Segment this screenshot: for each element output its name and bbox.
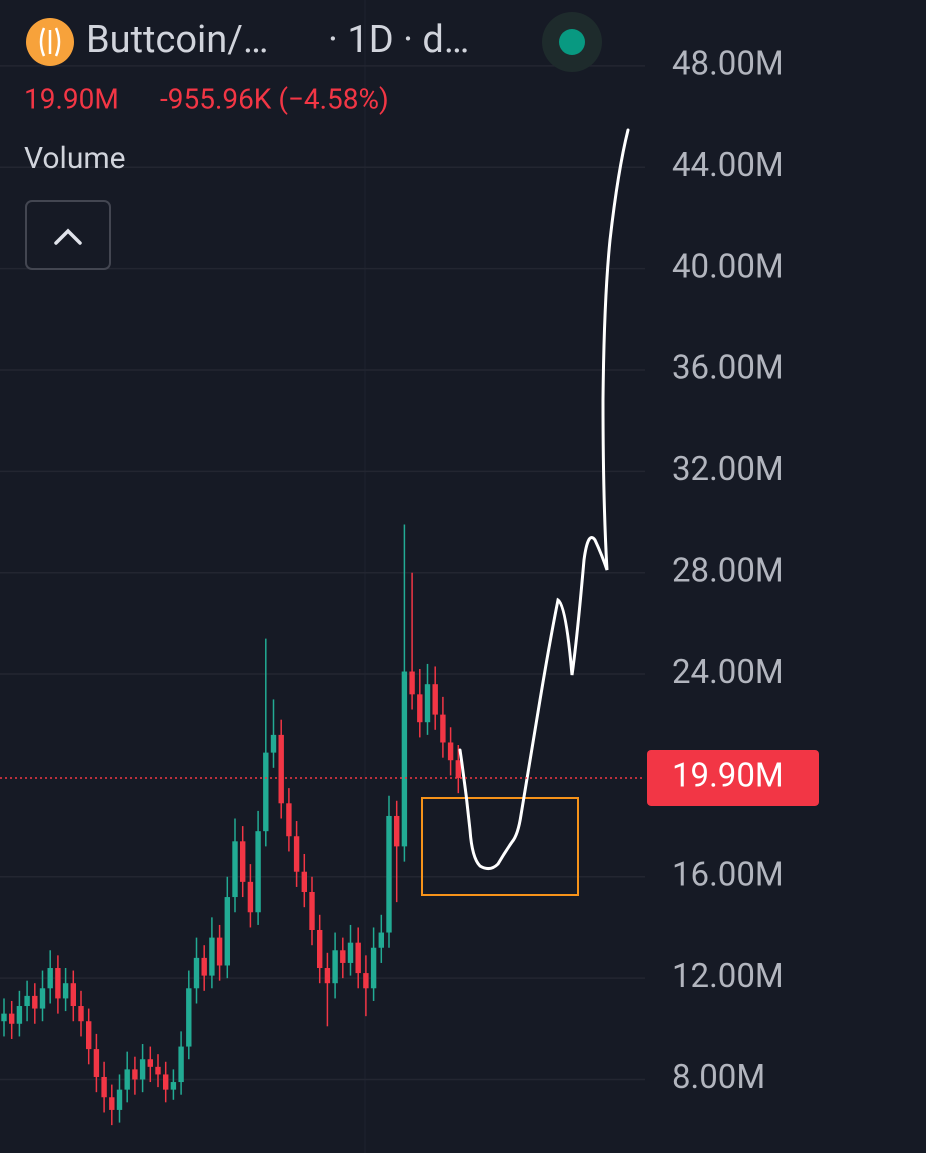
candle-body	[270, 734, 277, 753]
y-tick-label: 44.00M	[672, 146, 784, 185]
y-tick-label: 28.00M	[672, 551, 784, 590]
candle-body	[116, 1089, 123, 1110]
candle-body	[278, 734, 284, 804]
candle-body	[301, 871, 307, 892]
candle-body	[332, 950, 338, 984]
y-tick-label: 36.00M	[672, 349, 784, 388]
candle-body	[286, 803, 292, 837]
candle-body	[447, 742, 454, 761]
y-tick-label: 40.00M	[672, 247, 784, 286]
symbol: Buttcoin/…	[86, 18, 268, 62]
highlight-box	[421, 797, 579, 896]
candle-body	[155, 1066, 161, 1075]
candle-body	[9, 1013, 15, 1024]
y-tick-label: 16.00M	[672, 856, 784, 895]
candle-body	[455, 760, 461, 778]
last-price-label: 19.90M	[672, 757, 784, 796]
candle-body	[409, 671, 415, 695]
candle-body	[132, 1069, 138, 1080]
collapse-button[interactable]	[25, 200, 111, 270]
y-tick-label: 32.00M	[672, 450, 784, 489]
candle-body	[170, 1082, 177, 1090]
candle-body	[255, 831, 261, 913]
candle-body	[147, 1059, 153, 1067]
last-price-badge	[647, 749, 819, 806]
candle-body	[355, 942, 361, 974]
candle-body	[209, 937, 215, 976]
candle-body	[417, 694, 423, 723]
candle-body	[70, 983, 76, 1007]
chevron-up	[54, 228, 82, 245]
candle-body	[324, 968, 331, 984]
candle-body	[193, 957, 200, 989]
freehand-drawing	[458, 128, 630, 871]
indicator-label: Volume	[24, 141, 126, 176]
candle-body	[347, 942, 354, 963]
grid	[0, 65, 645, 1081]
candle-body	[293, 836, 300, 872]
candle-body	[109, 1097, 115, 1110]
header-change: -955.96K (−4.58%)	[160, 82, 389, 115]
candle-body	[263, 752, 269, 832]
candle-body	[32, 995, 38, 1009]
candle-body	[39, 988, 46, 1009]
status-dot	[559, 29, 585, 55]
y-tick-label: 8.00M	[672, 1058, 765, 1097]
candle-body	[186, 988, 192, 1047]
candle-body	[224, 897, 230, 966]
candle-body	[240, 841, 246, 882]
candle-body	[93, 1049, 100, 1077]
candle-body	[247, 881, 254, 913]
candle-body	[386, 815, 392, 933]
candle-body	[124, 1069, 130, 1090]
header-price: 19.90M	[24, 82, 119, 115]
y-tick-label: 48.00M	[672, 45, 784, 84]
candle-body	[370, 947, 377, 989]
candle-body	[1, 1013, 7, 1022]
candle-body	[86, 1021, 92, 1050]
candle-body	[432, 684, 438, 715]
candle-body	[62, 983, 69, 999]
candle-body	[394, 815, 400, 847]
price-axis: 48.00M 44.00M 40.00M 36.00M 32.00M 28.00M 24.0…	[0, 45, 819, 1097]
candle-body	[440, 714, 446, 743]
candle-body	[401, 671, 408, 847]
candle-body	[317, 930, 323, 969]
candle-body	[363, 973, 369, 989]
y-tick-label: 24.00M	[672, 653, 784, 692]
candle-body	[309, 891, 315, 931]
interval: · 1D · d…	[328, 18, 469, 62]
candle-body	[201, 957, 207, 976]
candle-body	[55, 968, 61, 999]
logo-mark	[39, 27, 61, 57]
candle-body	[340, 950, 346, 963]
y-tick-label: 12.00M	[672, 957, 784, 996]
candle-body	[378, 932, 384, 948]
candle-body	[24, 995, 30, 1007]
candle-body	[47, 968, 53, 989]
candle-body	[101, 1076, 107, 1098]
candles	[1, 524, 461, 1126]
candle-body	[424, 684, 431, 723]
candle-body	[178, 1046, 184, 1083]
candle-body	[163, 1074, 169, 1090]
candle-body	[16, 1006, 23, 1024]
candle-body	[78, 1006, 84, 1022]
candle-body	[216, 937, 223, 966]
candle-body	[139, 1059, 146, 1080]
candle-body	[232, 841, 238, 898]
